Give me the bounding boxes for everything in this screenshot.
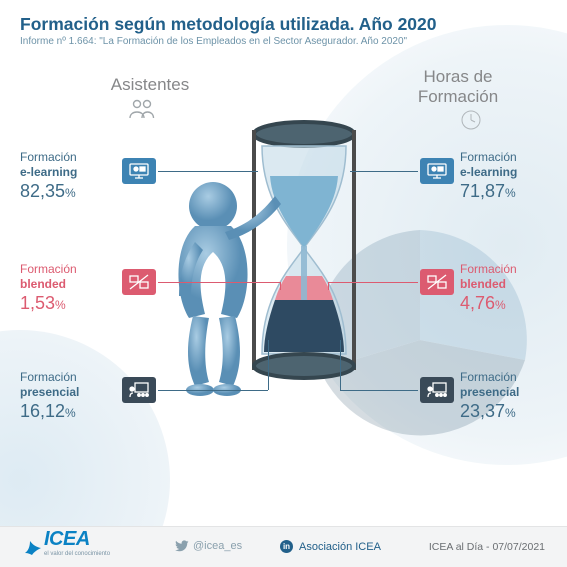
blended-icon (122, 269, 156, 295)
twitter-icon (175, 539, 189, 553)
label-blended-horas: Formaciónblended 4,76% (460, 262, 567, 314)
people-icon (128, 98, 156, 125)
logo-mark-icon (22, 535, 44, 557)
leader-line (350, 171, 418, 172)
blended-icon (420, 269, 454, 295)
leader-line (158, 171, 258, 172)
leader-line (158, 390, 268, 391)
icea-logo: ICEA el valor del conocimiento (22, 528, 110, 557)
presencial-icon (420, 377, 454, 403)
elearning-icon (420, 158, 454, 184)
linkedin-link[interactable]: in Asociación ICEA (280, 540, 381, 553)
leader-line (158, 282, 280, 283)
elearning-icon (122, 158, 156, 184)
label-presencial-asistentes: Formaciónpresencial 16,12% (20, 370, 130, 422)
label-elearning-asistentes: Formacióne-learning 82,35% (20, 150, 130, 202)
page-subtitle: Informe nº 1.664: "La Formación de los E… (20, 36, 407, 47)
label-presencial-horas: Formaciónpresencial 23,37% (460, 370, 567, 422)
infographic-page: Formación según metodología utilizada. A… (0, 0, 567, 567)
person-figure-icon (165, 178, 285, 398)
leader-line (328, 282, 329, 290)
footer-date: ICEA al Día - 07/07/2021 (429, 541, 545, 553)
page-title: Formación según metodología utilizada. A… (20, 14, 437, 35)
leader-line (340, 390, 418, 391)
clock-icon (460, 109, 482, 136)
linkedin-icon: in (280, 540, 293, 553)
leader-line (280, 282, 281, 290)
leader-line (340, 340, 341, 390)
leader-line (268, 340, 269, 390)
twitter-link[interactable]: @icea_es (175, 539, 242, 553)
label-elearning-horas: Formacióne-learning 71,87% (460, 150, 567, 202)
column-header-horas: Horas de Formación (383, 67, 533, 108)
presencial-icon (122, 377, 156, 403)
label-blended-asistentes: Formaciónblended 1,53% (20, 262, 130, 314)
column-header-asistentes: Asistentes (75, 75, 225, 95)
leader-line (328, 282, 418, 283)
